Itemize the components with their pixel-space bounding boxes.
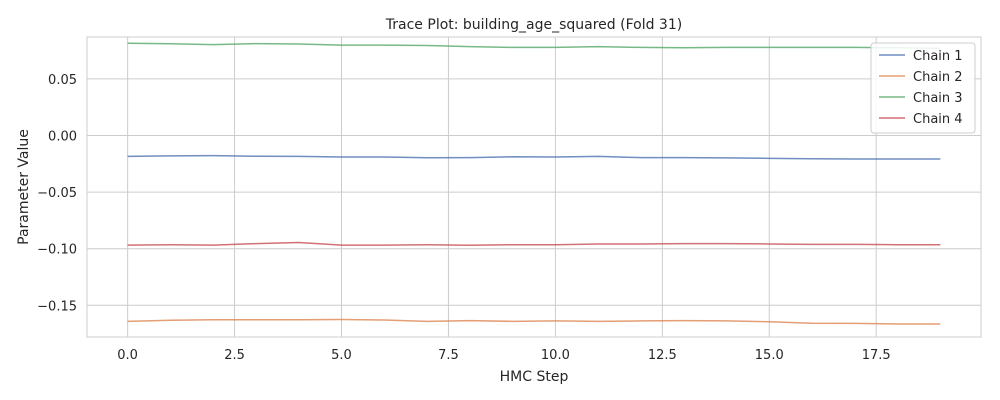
y-tick-label: −0.15	[37, 299, 77, 314]
legend-label: Chain 3	[913, 91, 963, 106]
y-tick-label: −0.10	[37, 243, 77, 258]
x-tick-label: 12.5	[648, 348, 677, 363]
grid-lines	[87, 37, 981, 337]
y-tick-label: −0.05	[37, 186, 77, 201]
series-line-chain-2	[127, 318, 941, 325]
legend-label: Chain 4	[913, 112, 963, 127]
x-tick-label: 2.5	[224, 348, 245, 363]
series-line-chain-4	[127, 241, 941, 247]
legend-box	[870, 42, 976, 134]
y-tick-label: 0.05	[48, 73, 77, 88]
tick-labels: 0.0 2.5 5.0 7.5 10.0 12.5 15.0 17.5 0.05 0.00 −0.0…	[37, 73, 891, 363]
series-lines	[127, 42, 941, 325]
plot-frame	[86, 36, 982, 338]
y-axis-label: Parameter Value	[16, 129, 32, 245]
series-line-chain-1	[127, 154, 941, 160]
x-tick-label: 5.0	[331, 348, 352, 363]
x-tick-label: 15.0	[755, 348, 784, 363]
x-tick-label: 0.0	[117, 348, 138, 363]
chart-title: Trace Plot: building_age_squared (Fold 3…	[385, 17, 682, 33]
x-axis-label: HMC Step	[500, 369, 569, 385]
x-tick-label: 7.5	[438, 348, 459, 363]
y-tick-label: 0.00	[48, 129, 77, 144]
series-line-chain-3	[127, 42, 941, 50]
x-tick-label: 10.0	[541, 348, 570, 363]
x-tick-label: 17.5	[862, 348, 891, 363]
legend-label: Chain 1	[913, 49, 963, 64]
legend: Chain 1 Chain 2 Chain 3 Chain 4	[870, 42, 976, 134]
legend-label: Chain 2	[913, 70, 963, 85]
